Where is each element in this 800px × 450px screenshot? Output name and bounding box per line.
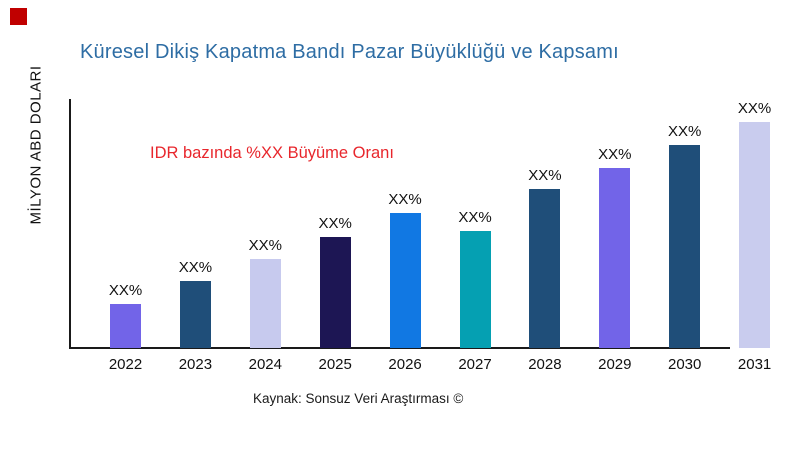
bar-2022	[110, 304, 141, 348]
bar-2029	[599, 168, 631, 348]
x-axis-tick-2029: 2029	[598, 356, 632, 373]
bar-2031	[739, 122, 771, 348]
y-axis-label: MİLYON ABD DOLARI	[27, 65, 45, 225]
bar-value-label-2029: XX%	[598, 146, 632, 163]
y-axis-line	[69, 99, 71, 348]
bar-value-label-2026: XX%	[388, 191, 422, 208]
bar-2027	[459, 231, 491, 348]
red-marker-square	[10, 8, 27, 25]
x-axis-tick-2025: 2025	[318, 356, 352, 373]
bar-value-label-2025: XX%	[318, 215, 352, 232]
bar-2025	[319, 237, 351, 348]
chart-title: Küresel Dikiş Kapatma Bandı Pazar Büyükl…	[80, 41, 619, 63]
x-axis-tick-2030: 2030	[668, 356, 702, 373]
x-axis-tick-2026: 2026	[388, 356, 422, 373]
bar-value-label-2023: XX%	[178, 259, 213, 276]
bar-2023	[179, 281, 211, 348]
x-axis-tick-2031: 2031	[737, 356, 772, 373]
bar-value-label-2030: XX%	[668, 123, 702, 140]
bar-value-label-2022: XX%	[108, 282, 143, 299]
x-axis-tick-2024: 2024	[248, 356, 282, 373]
bar-2030	[669, 145, 701, 348]
x-axis-line	[69, 347, 730, 349]
x-axis-tick-2023: 2023	[178, 356, 213, 373]
bar-2028	[529, 189, 561, 348]
x-axis-tick-2022: 2022	[108, 356, 143, 373]
bar-2024	[249, 259, 281, 348]
bar-2026	[389, 213, 421, 348]
bar-value-label-2031: XX%	[737, 100, 772, 117]
bar-value-label-2028: XX%	[528, 167, 562, 184]
source-caption: Kaynak: Sonsuz Veri Araştırması ©	[253, 391, 464, 406]
growth-rate-annotation: IDR bazında %XX Büyüme Oranı	[150, 144, 394, 162]
bar-value-label-2024: XX%	[248, 237, 282, 254]
bar-value-label-2027: XX%	[458, 209, 492, 226]
x-axis-tick-2027: 2027	[458, 356, 492, 373]
x-axis-tick-2028: 2028	[528, 356, 562, 373]
